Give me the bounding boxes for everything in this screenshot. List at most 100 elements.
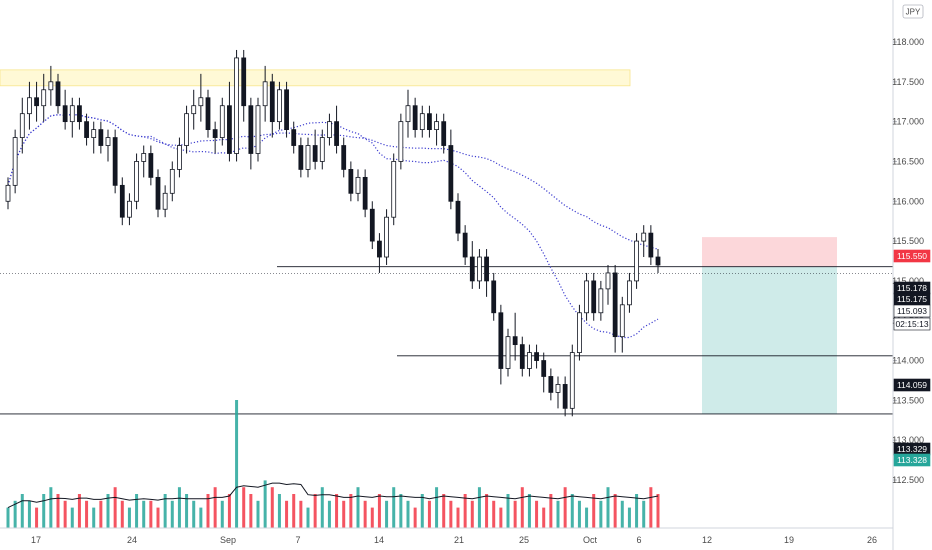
- candle-body[interactable]: [141, 153, 147, 162]
- candle-body[interactable]: [69, 105, 75, 123]
- candle-body[interactable]: [269, 81, 275, 123]
- candle-body[interactable]: [191, 105, 197, 115]
- candle-body[interactable]: [27, 97, 32, 115]
- candle-body[interactable]: [548, 376, 554, 393]
- price-tag[interactable]: [893, 453, 931, 467]
- candle-body[interactable]: [469, 256, 475, 282]
- candle-body[interactable]: [305, 145, 311, 170]
- candle-body[interactable]: [234, 57, 239, 154]
- candle-body[interactable]: [419, 113, 425, 131]
- candle-body[interactable]: [398, 121, 404, 162]
- candle-body[interactable]: [277, 89, 282, 123]
- price-tag[interactable]: [893, 249, 931, 263]
- candle-body[interactable]: [62, 105, 68, 123]
- candle-body[interactable]: [584, 280, 589, 314]
- candle-body[interactable]: [434, 121, 439, 130]
- candle-body[interactable]: [198, 97, 204, 107]
- candle-body[interactable]: [12, 137, 18, 186]
- candle-body[interactable]: [641, 232, 647, 242]
- candle-body[interactable]: [577, 312, 582, 353]
- candle-body[interactable]: [598, 288, 604, 314]
- price-tag[interactable]: [893, 304, 931, 318]
- candle-body[interactable]: [519, 344, 525, 369]
- candle-body[interactable]: [369, 208, 375, 242]
- candle-body[interactable]: [591, 280, 597, 314]
- candle-body[interactable]: [205, 97, 211, 130]
- price-tag[interactable]: [893, 317, 931, 331]
- candle-body[interactable]: [384, 216, 389, 258]
- candle-body[interactable]: [412, 105, 418, 131]
- candle-body[interactable]: [284, 89, 289, 130]
- candle-body[interactable]: [112, 137, 118, 186]
- candle-body[interactable]: [605, 272, 611, 290]
- candle-body[interactable]: [484, 256, 489, 282]
- candle-body[interactable]: [34, 97, 39, 107]
- supply-zone-rect[interactable]: [0, 69, 631, 87]
- candle-body[interactable]: [134, 161, 139, 202]
- candle-body[interactable]: [298, 145, 304, 170]
- candle-body[interactable]: [98, 129, 104, 146]
- candle-body[interactable]: [505, 336, 511, 369]
- candle-body[interactable]: [84, 121, 89, 138]
- candle-body[interactable]: [184, 113, 189, 146]
- price-tag[interactable]: [893, 378, 931, 392]
- candle-body[interactable]: [312, 145, 318, 162]
- candle-body[interactable]: [255, 105, 261, 154]
- candle-body[interactable]: [241, 57, 247, 107]
- candle-body[interactable]: [248, 105, 254, 154]
- candle-body[interactable]: [555, 384, 561, 393]
- candle-body[interactable]: [562, 384, 568, 409]
- candle-body[interactable]: [5, 184, 11, 202]
- candle-body[interactable]: [498, 312, 504, 369]
- candle-body[interactable]: [177, 145, 182, 170]
- candle-body[interactable]: [362, 176, 368, 210]
- candle-body[interactable]: [441, 121, 447, 146]
- candle-body[interactable]: [541, 360, 547, 377]
- candle-body[interactable]: [227, 105, 232, 154]
- candle-body[interactable]: [155, 176, 161, 210]
- candle-body[interactable]: [477, 256, 482, 282]
- candle-body[interactable]: [169, 169, 175, 194]
- candle-body[interactable]: [391, 161, 397, 218]
- candle-body[interactable]: [348, 169, 354, 194]
- candle-body[interactable]: [341, 145, 347, 170]
- position-target-zone[interactable]: [702, 266, 837, 414]
- candle-body[interactable]: [219, 105, 225, 138]
- candle-body[interactable]: [212, 129, 218, 138]
- candle-body[interactable]: [405, 105, 411, 123]
- candle-body[interactable]: [512, 336, 518, 346]
- candle-body[interactable]: [462, 232, 468, 258]
- currency-badge[interactable]: JPY: [902, 4, 924, 19]
- candle-body[interactable]: [327, 121, 332, 138]
- candle-body[interactable]: [634, 240, 639, 282]
- candle-body[interactable]: [377, 240, 382, 258]
- candle-body[interactable]: [55, 81, 61, 107]
- candle-body[interactable]: [127, 200, 132, 218]
- candle-body[interactable]: [448, 145, 454, 202]
- candle-body[interactable]: [648, 232, 654, 258]
- candle-body[interactable]: [41, 89, 47, 107]
- candle-body[interactable]: [619, 304, 625, 338]
- candle-body[interactable]: [355, 176, 361, 194]
- candle-body[interactable]: [655, 256, 661, 266]
- candle-body[interactable]: [48, 81, 54, 91]
- candle-body[interactable]: [612, 272, 618, 338]
- candle-body[interactable]: [319, 137, 325, 162]
- candle-body[interactable]: [455, 200, 461, 234]
- candle-body[interactable]: [291, 129, 297, 146]
- candle-body[interactable]: [627, 280, 632, 306]
- candle-body[interactable]: [105, 137, 111, 146]
- candle-body[interactable]: [119, 184, 125, 218]
- candle-body[interactable]: [148, 153, 154, 178]
- candle-body[interactable]: [527, 352, 532, 369]
- candle-body[interactable]: [262, 81, 268, 107]
- candle-body[interactable]: [91, 129, 97, 138]
- candle-body[interactable]: [162, 192, 168, 210]
- candle-body[interactable]: [491, 280, 497, 314]
- candle-body[interactable]: [19, 113, 25, 138]
- candle-body[interactable]: [569, 352, 575, 409]
- candle-body[interactable]: [427, 113, 432, 131]
- position-stop-zone[interactable]: [702, 237, 837, 267]
- candle-body[interactable]: [534, 352, 539, 361]
